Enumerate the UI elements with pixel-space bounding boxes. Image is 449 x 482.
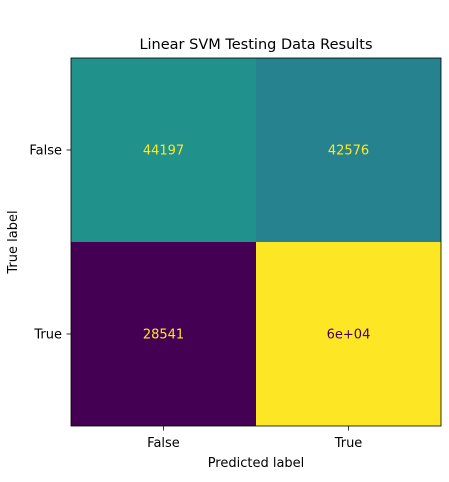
y-axis-label: True label (6, 210, 21, 274)
x-axis-tick-label: False (147, 436, 180, 451)
matrix-cell-value: 44197 (143, 144, 184, 159)
matrix-cell-value: 6e+04 (327, 328, 371, 343)
matrix-cell (71, 58, 256, 242)
x-axis-ticks: False True (147, 426, 362, 451)
matrix-cell-labels: 44197 42576 28541 6e+04 (143, 144, 371, 343)
matrix-cell (256, 242, 441, 426)
matrix-cell (71, 242, 256, 426)
matrix-cell (256, 58, 441, 242)
plot-frame (70, 57, 442, 427)
y-axis-tick-label: True (33, 328, 62, 343)
x-axis-label: Predicted label (208, 456, 305, 471)
matrix-cell-value: 42576 (328, 144, 369, 159)
matrix-cell-value: 28541 (143, 328, 184, 343)
x-axis-tick-label: True (334, 436, 363, 451)
matrix-cells (71, 58, 441, 426)
chart-title: Linear SVM Testing Data Results (139, 37, 372, 53)
y-axis-tick-label: False (29, 144, 62, 159)
y-axis-ticks: False True (29, 144, 71, 343)
